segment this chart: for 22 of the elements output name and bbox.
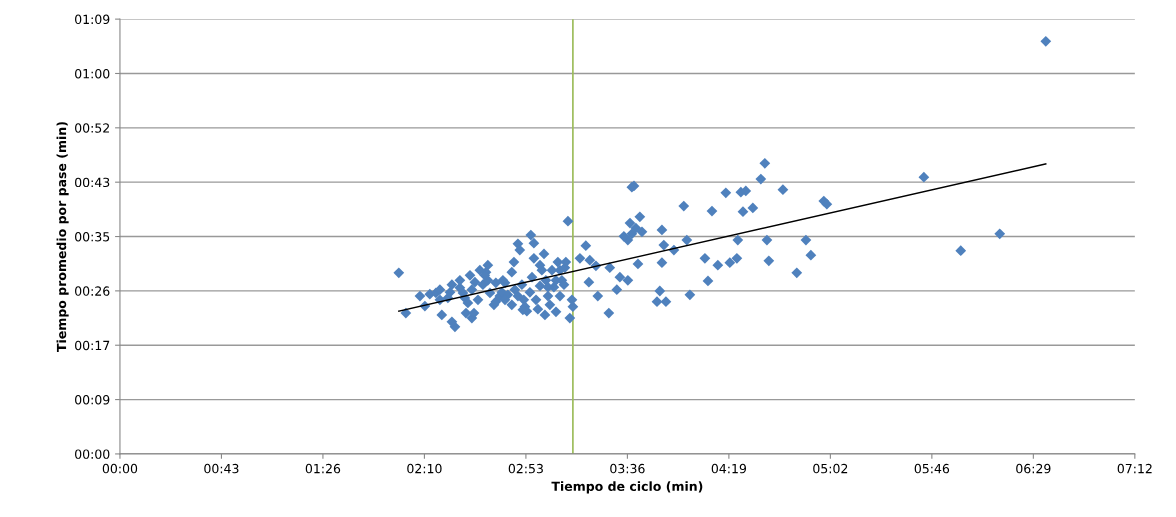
x-tick-label: 06:29 [1016,463,1051,474]
x-tick-label: 01:26 [305,463,341,474]
y-tick-label: 00:52 [75,123,109,133]
x-tick-label: 05:46 [914,463,950,474]
y-tick-label: 00:43 [75,177,110,188]
y-tick-label: 00:17 [75,340,110,351]
y-axis-title: Tiempo promedio por pase (min) [56,122,69,352]
x-tick-label: 04:19 [711,463,747,474]
x-tick-label: 03:36 [610,463,645,474]
y-tick-label: 00:35 [75,232,110,242]
x-tick-label: 00:00 [102,463,138,474]
x-tick-label: 05:02 [813,463,848,474]
x-tick-label: 02:10 [407,463,442,474]
x-tick-label: 02:53 [508,463,543,474]
y-tick-label: 00:26 [75,286,110,296]
x-tick-label: 07:12 [1117,463,1152,474]
y-tick-label: 00:00 [75,449,110,459]
y-tick-label: 01:09 [75,14,110,25]
y-tick-label: 00:09 [75,395,110,405]
x-tick-label: 00:43 [204,463,239,474]
x-axis-title: Tiempo de ciclo (min) [551,481,703,494]
y-tick-label: 01:00 [75,68,110,79]
